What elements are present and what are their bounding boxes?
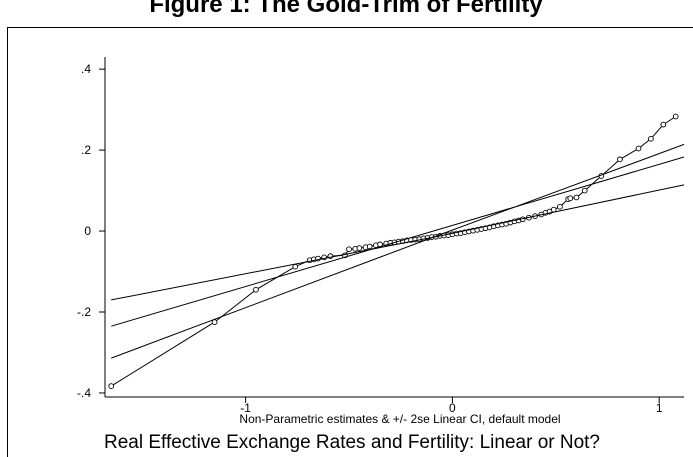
- data-point: [356, 245, 363, 251]
- x-tick-label: 0: [449, 401, 456, 415]
- data-point: [557, 203, 563, 210]
- x-axis-label: Non-Parametric estimates & +/- 2se Linea…: [239, 412, 560, 426]
- chart-title: Figure 1: The Gold-Trim of Fertility: [149, 0, 543, 18]
- data-point: [253, 286, 259, 293]
- data-point: [648, 135, 654, 142]
- data-point: [660, 121, 667, 128]
- series-line-ci-upper: [111, 184, 685, 301]
- y-tick-label: .2: [81, 143, 91, 157]
- data-point: [672, 113, 679, 120]
- x-tick-label: -1: [240, 401, 251, 415]
- y-tick-label: 0: [84, 224, 91, 238]
- data-point: [635, 145, 642, 152]
- data-point: [573, 194, 580, 201]
- data-point: [567, 195, 574, 202]
- data-point: [617, 156, 623, 163]
- chart-frame: [7, 27, 693, 457]
- series-line-ci-lower: [111, 143, 685, 359]
- y-tick-label: -.2: [77, 305, 91, 319]
- plot-area: -.4 -.2 0 .2 .4 -1 0 1: [77, 57, 685, 415]
- x-tick-label: 1: [656, 401, 663, 415]
- series-line-linear-fit: [111, 156, 685, 327]
- y-tick-label: -.4: [77, 386, 91, 400]
- data-point: [108, 383, 115, 389]
- chart-caption: Real Effective Exchange Rates and Fertil…: [104, 432, 600, 453]
- data-point: [346, 246, 352, 253]
- data-point: [292, 263, 299, 270]
- y-tick-label: .4: [81, 62, 91, 76]
- data-point: [366, 243, 373, 250]
- data-point: [581, 187, 588, 194]
- data-point: [550, 206, 557, 213]
